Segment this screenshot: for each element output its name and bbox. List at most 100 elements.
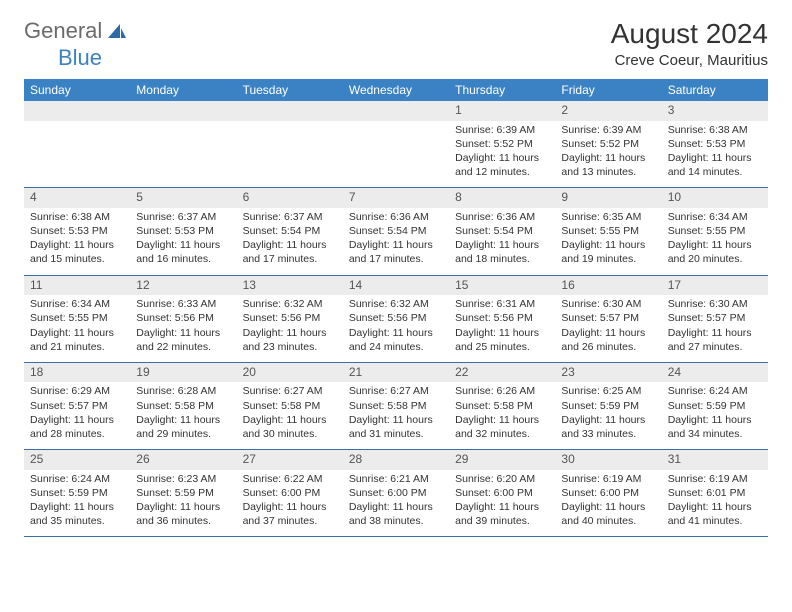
dow-header-sunday: Sunday [24, 79, 130, 101]
day-cell [343, 101, 449, 188]
day-cell: 17Sunrise: 6:30 AMSunset: 5:57 PMDayligh… [662, 275, 768, 362]
day-cell: 19Sunrise: 6:28 AMSunset: 5:58 PMDayligh… [130, 362, 236, 449]
day-cell: 15Sunrise: 6:31 AMSunset: 5:56 PMDayligh… [449, 275, 555, 362]
day-cell: 4Sunrise: 6:38 AMSunset: 5:53 PMDaylight… [24, 188, 130, 275]
week-row: 25Sunrise: 6:24 AMSunset: 5:59 PMDayligh… [24, 450, 768, 537]
day-number: 20 [237, 363, 343, 383]
day-info: Sunrise: 6:39 AMSunset: 5:52 PMDaylight:… [449, 121, 555, 188]
day-info: Sunrise: 6:34 AMSunset: 5:55 PMDaylight:… [24, 295, 130, 362]
day-number: 6 [237, 188, 343, 208]
day-number: 14 [343, 276, 449, 296]
day-cell: 20Sunrise: 6:27 AMSunset: 5:58 PMDayligh… [237, 362, 343, 449]
day-cell: 25Sunrise: 6:24 AMSunset: 5:59 PMDayligh… [24, 450, 130, 537]
day-number: 10 [662, 188, 768, 208]
day-cell: 16Sunrise: 6:30 AMSunset: 5:57 PMDayligh… [555, 275, 661, 362]
day-cell: 6Sunrise: 6:37 AMSunset: 5:54 PMDaylight… [237, 188, 343, 275]
day-cell: 13Sunrise: 6:32 AMSunset: 5:56 PMDayligh… [237, 275, 343, 362]
day-number: 18 [24, 363, 130, 383]
day-info: Sunrise: 6:19 AMSunset: 6:00 PMDaylight:… [555, 470, 661, 537]
day-cell: 8Sunrise: 6:36 AMSunset: 5:54 PMDaylight… [449, 188, 555, 275]
week-row: 18Sunrise: 6:29 AMSunset: 5:57 PMDayligh… [24, 362, 768, 449]
day-info-empty [237, 121, 343, 169]
day-info: Sunrise: 6:35 AMSunset: 5:55 PMDaylight:… [555, 208, 661, 275]
day-number: 24 [662, 363, 768, 383]
dow-header-tuesday: Tuesday [237, 79, 343, 101]
day-cell: 10Sunrise: 6:34 AMSunset: 5:55 PMDayligh… [662, 188, 768, 275]
day-cell: 29Sunrise: 6:20 AMSunset: 6:00 PMDayligh… [449, 450, 555, 537]
day-number: 29 [449, 450, 555, 470]
day-cell [237, 101, 343, 188]
day-info: Sunrise: 6:32 AMSunset: 5:56 PMDaylight:… [343, 295, 449, 362]
day-info: Sunrise: 6:28 AMSunset: 5:58 PMDaylight:… [130, 382, 236, 449]
day-info: Sunrise: 6:30 AMSunset: 5:57 PMDaylight:… [555, 295, 661, 362]
day-info: Sunrise: 6:26 AMSunset: 5:58 PMDaylight:… [449, 382, 555, 449]
day-info-empty [130, 121, 236, 169]
day-number: 21 [343, 363, 449, 383]
day-number: 31 [662, 450, 768, 470]
day-cell: 7Sunrise: 6:36 AMSunset: 5:54 PMDaylight… [343, 188, 449, 275]
day-cell: 30Sunrise: 6:19 AMSunset: 6:00 PMDayligh… [555, 450, 661, 537]
day-info: Sunrise: 6:24 AMSunset: 5:59 PMDaylight:… [662, 382, 768, 449]
day-info-empty [24, 121, 130, 169]
day-info: Sunrise: 6:27 AMSunset: 5:58 PMDaylight:… [237, 382, 343, 449]
day-number: 27 [237, 450, 343, 470]
brand-sail-icon [106, 22, 128, 40]
day-number: 28 [343, 450, 449, 470]
dow-header-friday: Friday [555, 79, 661, 101]
day-number: 17 [662, 276, 768, 296]
day-number: 12 [130, 276, 236, 296]
day-number: 15 [449, 276, 555, 296]
day-info: Sunrise: 6:37 AMSunset: 5:54 PMDaylight:… [237, 208, 343, 275]
day-number: 26 [130, 450, 236, 470]
day-cell: 31Sunrise: 6:19 AMSunset: 6:01 PMDayligh… [662, 450, 768, 537]
day-info: Sunrise: 6:33 AMSunset: 5:56 PMDaylight:… [130, 295, 236, 362]
day-number: 13 [237, 276, 343, 296]
day-cell: 22Sunrise: 6:26 AMSunset: 5:58 PMDayligh… [449, 362, 555, 449]
day-number: 8 [449, 188, 555, 208]
day-cell [24, 101, 130, 188]
day-number: 5 [130, 188, 236, 208]
day-info: Sunrise: 6:22 AMSunset: 6:00 PMDaylight:… [237, 470, 343, 537]
day-number: 11 [24, 276, 130, 296]
day-info: Sunrise: 6:29 AMSunset: 5:57 PMDaylight:… [24, 382, 130, 449]
day-cell: 21Sunrise: 6:27 AMSunset: 5:58 PMDayligh… [343, 362, 449, 449]
dow-header-wednesday: Wednesday [343, 79, 449, 101]
brand-logo: General [24, 18, 132, 44]
day-cell: 5Sunrise: 6:37 AMSunset: 5:53 PMDaylight… [130, 188, 236, 275]
day-of-week-row: SundayMondayTuesdayWednesdayThursdayFrid… [24, 79, 768, 101]
day-info: Sunrise: 6:19 AMSunset: 6:01 PMDaylight:… [662, 470, 768, 537]
day-cell: 3Sunrise: 6:38 AMSunset: 5:53 PMDaylight… [662, 101, 768, 188]
day-info-empty [343, 121, 449, 169]
day-number: 25 [24, 450, 130, 470]
brand-text-1: General [24, 18, 102, 44]
day-number: 19 [130, 363, 236, 383]
week-row: 11Sunrise: 6:34 AMSunset: 5:55 PMDayligh… [24, 275, 768, 362]
day-number-empty [343, 101, 449, 121]
day-cell: 2Sunrise: 6:39 AMSunset: 5:52 PMDaylight… [555, 101, 661, 188]
day-info: Sunrise: 6:36 AMSunset: 5:54 PMDaylight:… [343, 208, 449, 275]
dow-header-saturday: Saturday [662, 79, 768, 101]
day-number: 1 [449, 101, 555, 121]
day-info: Sunrise: 6:23 AMSunset: 5:59 PMDaylight:… [130, 470, 236, 537]
day-number: 22 [449, 363, 555, 383]
day-info: Sunrise: 6:32 AMSunset: 5:56 PMDaylight:… [237, 295, 343, 362]
week-row: 1Sunrise: 6:39 AMSunset: 5:52 PMDaylight… [24, 101, 768, 188]
day-info: Sunrise: 6:21 AMSunset: 6:00 PMDaylight:… [343, 470, 449, 537]
day-number: 7 [343, 188, 449, 208]
day-cell: 26Sunrise: 6:23 AMSunset: 5:59 PMDayligh… [130, 450, 236, 537]
day-cell [130, 101, 236, 188]
calendar-table: SundayMondayTuesdayWednesdayThursdayFrid… [24, 79, 768, 537]
dow-header-monday: Monday [130, 79, 236, 101]
day-info: Sunrise: 6:24 AMSunset: 5:59 PMDaylight:… [24, 470, 130, 537]
day-info: Sunrise: 6:25 AMSunset: 5:59 PMDaylight:… [555, 382, 661, 449]
day-cell: 18Sunrise: 6:29 AMSunset: 5:57 PMDayligh… [24, 362, 130, 449]
day-cell: 12Sunrise: 6:33 AMSunset: 5:56 PMDayligh… [130, 275, 236, 362]
day-cell: 23Sunrise: 6:25 AMSunset: 5:59 PMDayligh… [555, 362, 661, 449]
day-info: Sunrise: 6:20 AMSunset: 6:00 PMDaylight:… [449, 470, 555, 537]
dow-header-thursday: Thursday [449, 79, 555, 101]
week-row: 4Sunrise: 6:38 AMSunset: 5:53 PMDaylight… [24, 188, 768, 275]
day-cell: 14Sunrise: 6:32 AMSunset: 5:56 PMDayligh… [343, 275, 449, 362]
day-info: Sunrise: 6:36 AMSunset: 5:54 PMDaylight:… [449, 208, 555, 275]
day-cell: 28Sunrise: 6:21 AMSunset: 6:00 PMDayligh… [343, 450, 449, 537]
day-info: Sunrise: 6:31 AMSunset: 5:56 PMDaylight:… [449, 295, 555, 362]
